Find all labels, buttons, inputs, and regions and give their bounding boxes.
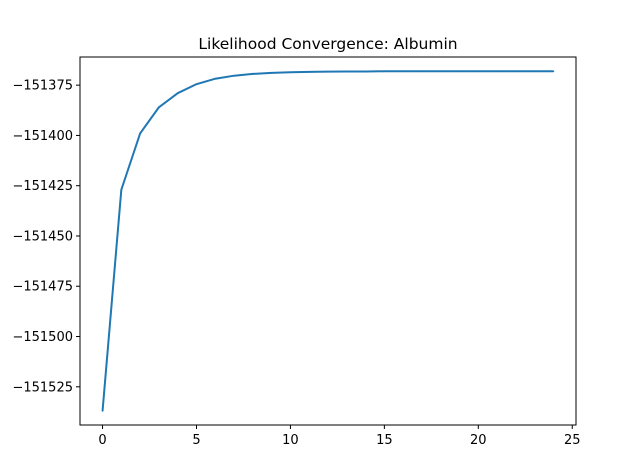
data-point [195, 83, 198, 85]
data-point [383, 70, 386, 73]
data-point [421, 70, 423, 73]
data-point [345, 70, 348, 73]
data-point [289, 71, 292, 74]
data-point [364, 70, 367, 73]
data-point [176, 92, 179, 94]
data-point [252, 73, 254, 75]
data-point [270, 72, 273, 74]
x-tick-label: 10 [282, 433, 299, 448]
x-tick-label: 0 [98, 433, 106, 448]
data-point [139, 132, 141, 135]
x-tick-label: 25 [564, 433, 581, 448]
y-tick-label: −151500 [12, 330, 73, 345]
y-tick-label: −151425 [12, 179, 73, 194]
y-tick-label: −151525 [12, 380, 73, 395]
chart-title: Likelihood Convergence: Albumin [198, 35, 457, 53]
y-axis: −151525 −151500 −151475 −151450 −151425 −1514… [12, 79, 80, 395]
x-tick-label: 5 [192, 433, 200, 448]
data-point [233, 74, 235, 77]
data-point [515, 70, 517, 73]
data-point [327, 70, 329, 73]
data-point [552, 70, 555, 73]
data-point [402, 70, 404, 73]
y-tick-label: −151400 [12, 129, 73, 144]
data-point [101, 410, 104, 412]
data-point [158, 106, 160, 109]
data-point [496, 70, 498, 73]
y-tick-label: −151450 [12, 229, 73, 244]
y-tick-label: −151475 [12, 280, 73, 295]
y-tick-label: −151375 [12, 79, 73, 94]
data-point [308, 71, 311, 73]
data-point [458, 70, 461, 73]
data-point [439, 70, 442, 73]
data-point [214, 77, 217, 80]
data-point [477, 70, 480, 73]
series-layer [101, 70, 555, 412]
data-point [120, 188, 123, 191]
x-tick-label: 20 [470, 433, 487, 448]
series-line [101, 70, 554, 412]
data-point [533, 70, 536, 73]
x-axis: 0 5 10 15 20 25 [98, 425, 581, 448]
plot-frame [79, 56, 577, 426]
x-tick-label: 15 [376, 433, 393, 448]
